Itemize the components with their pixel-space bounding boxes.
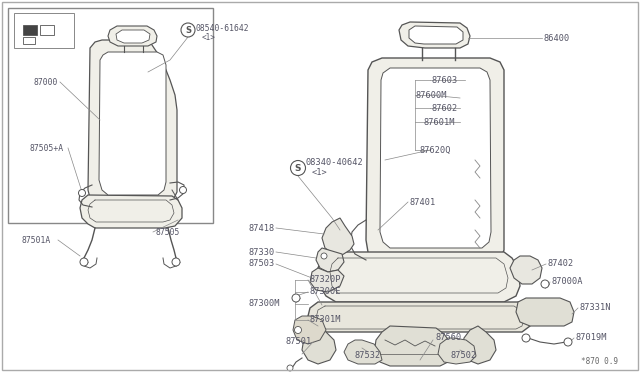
Circle shape — [179, 186, 186, 193]
Bar — [8, 8, 213, 223]
Text: 08540-61642: 08540-61642 — [196, 23, 250, 32]
Polygon shape — [366, 58, 504, 266]
Polygon shape — [310, 268, 344, 292]
Text: 87000: 87000 — [34, 77, 58, 87]
Text: 87402: 87402 — [548, 260, 574, 269]
Circle shape — [564, 338, 572, 346]
Circle shape — [181, 23, 195, 37]
Polygon shape — [316, 248, 344, 272]
Circle shape — [291, 160, 305, 176]
Text: S: S — [295, 164, 301, 173]
Polygon shape — [88, 40, 177, 205]
Text: S: S — [185, 26, 191, 35]
Text: <1>: <1> — [312, 167, 328, 176]
Text: 87620Q: 87620Q — [420, 145, 451, 154]
Text: 87505: 87505 — [155, 228, 179, 237]
Polygon shape — [80, 195, 182, 228]
Text: 87418: 87418 — [249, 224, 275, 232]
Text: 87602: 87602 — [432, 103, 458, 112]
Text: 87501A: 87501A — [22, 235, 51, 244]
Polygon shape — [462, 326, 496, 364]
Polygon shape — [108, 26, 157, 46]
Polygon shape — [516, 298, 574, 326]
Polygon shape — [302, 326, 336, 364]
Circle shape — [294, 327, 301, 334]
Text: 87603: 87603 — [432, 76, 458, 84]
Polygon shape — [510, 256, 542, 284]
Text: 87000A: 87000A — [552, 278, 584, 286]
Polygon shape — [380, 68, 491, 248]
Polygon shape — [322, 218, 354, 255]
Bar — [14, 13, 74, 48]
Polygon shape — [344, 340, 382, 364]
Text: 87501: 87501 — [285, 337, 312, 346]
Text: *870 0.9: *870 0.9 — [581, 357, 618, 366]
Polygon shape — [308, 302, 532, 332]
Circle shape — [287, 365, 293, 371]
Circle shape — [321, 253, 327, 259]
Bar — [23, 37, 35, 44]
Polygon shape — [438, 338, 476, 364]
Text: 87401: 87401 — [410, 198, 436, 206]
Circle shape — [80, 258, 88, 266]
Polygon shape — [99, 52, 166, 195]
Circle shape — [292, 294, 300, 302]
Circle shape — [541, 280, 549, 288]
Polygon shape — [374, 326, 452, 366]
Text: 86400: 86400 — [543, 33, 569, 42]
Text: <1>: <1> — [202, 32, 216, 42]
Text: 87019M: 87019M — [576, 334, 607, 343]
Text: 87331N: 87331N — [580, 304, 611, 312]
Polygon shape — [293, 316, 326, 344]
Text: 87502: 87502 — [451, 350, 477, 359]
Text: 87330: 87330 — [249, 247, 275, 257]
Text: 87560: 87560 — [435, 334, 461, 343]
Text: 87300M: 87300M — [248, 299, 280, 308]
Polygon shape — [399, 22, 470, 48]
Bar — [23, 25, 37, 35]
Polygon shape — [409, 26, 463, 44]
Text: 87503: 87503 — [249, 260, 275, 269]
Text: 08340-40642: 08340-40642 — [305, 157, 363, 167]
Bar — [40, 25, 54, 35]
Text: 87300E: 87300E — [310, 288, 342, 296]
Polygon shape — [318, 252, 520, 302]
Circle shape — [172, 258, 180, 266]
Text: 87600M: 87600M — [415, 90, 447, 99]
Text: 87601M: 87601M — [424, 118, 456, 126]
Circle shape — [79, 189, 86, 196]
Text: 87301M: 87301M — [310, 315, 342, 324]
Text: 87320P: 87320P — [310, 276, 342, 285]
Circle shape — [522, 334, 530, 342]
Polygon shape — [116, 30, 150, 43]
Text: 87505+A: 87505+A — [30, 144, 64, 153]
Text: 87532: 87532 — [355, 350, 381, 359]
